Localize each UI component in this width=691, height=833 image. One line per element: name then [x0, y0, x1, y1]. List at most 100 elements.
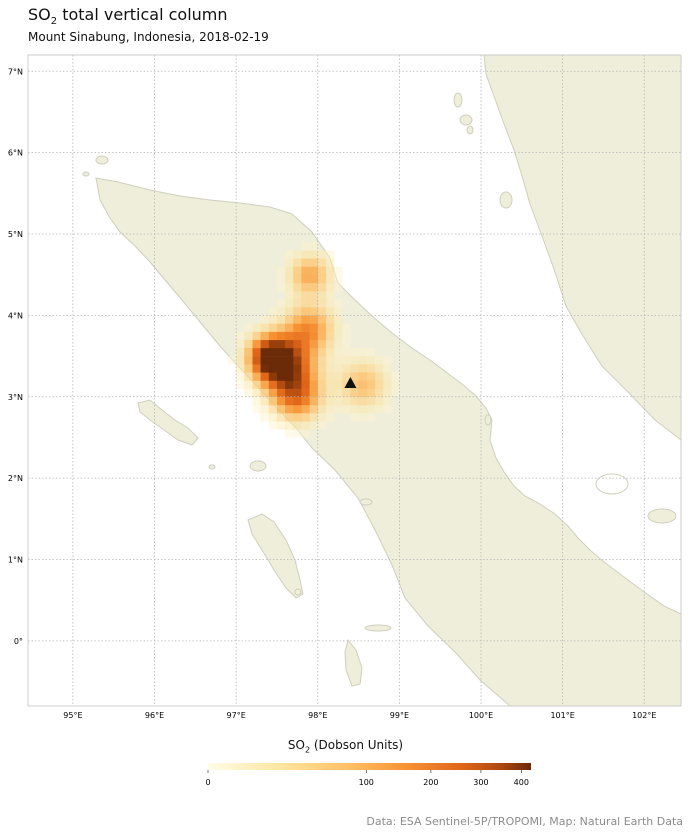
so2-cell — [325, 356, 335, 365]
so2-cell — [293, 429, 302, 438]
so2-cell — [309, 315, 319, 324]
so2-cell — [260, 364, 270, 373]
so2-cell — [366, 404, 376, 414]
colorbar-ticks: 0 100 200 300 400 — [205, 770, 529, 787]
so2-cell — [317, 315, 327, 324]
colorbar — [208, 763, 531, 770]
so2-cell — [301, 413, 310, 422]
so2-cell — [277, 388, 286, 397]
so2-cell — [260, 339, 270, 349]
so2-cell — [350, 404, 359, 414]
so2-cell — [325, 388, 335, 397]
so2-cell — [285, 421, 294, 430]
so2-cell — [325, 299, 335, 308]
so2-cell — [317, 266, 327, 275]
so2-cell — [309, 347, 319, 357]
so2-cell — [334, 380, 343, 389]
lon-tick-label: 96°E — [145, 711, 164, 720]
malay-peninsula — [483, 55, 681, 441]
so2-cell — [358, 364, 368, 373]
so2-cell — [260, 347, 270, 357]
so2-cell — [317, 372, 327, 381]
so2-cell — [293, 282, 302, 292]
so2-cell — [277, 274, 286, 284]
so2-cell — [358, 347, 368, 357]
so2-cell — [285, 356, 294, 365]
so2-cell — [268, 404, 278, 414]
so2-cell — [309, 372, 319, 381]
so2-cell — [268, 323, 278, 332]
so2-cell — [301, 307, 310, 316]
so2-cell — [317, 388, 327, 397]
lat-tick-label: 0° — [14, 637, 23, 646]
so2-cell — [374, 388, 384, 397]
so2-cell — [285, 250, 294, 259]
so2-cell — [252, 372, 261, 381]
so2-cell — [334, 299, 343, 308]
so2-cell — [252, 331, 261, 341]
data-credit: Data: ESA Sentinel-5P/TROPOMI, Map: Natu… — [366, 815, 683, 828]
so2-cell — [277, 413, 286, 422]
so2-cell — [301, 266, 310, 275]
so2-cell — [236, 356, 245, 365]
island — [344, 638, 363, 687]
so2-cell — [342, 388, 351, 397]
so2-cell — [334, 388, 343, 397]
so2-cell — [317, 356, 327, 365]
so2-cell — [268, 413, 278, 422]
so2-cell — [277, 356, 286, 365]
so2-cell — [293, 380, 302, 389]
colorbar-tick-label: 300 — [473, 778, 488, 787]
so2-cell — [293, 291, 302, 300]
so2-cell — [277, 372, 286, 381]
so2-cell — [325, 364, 335, 373]
so2-cell — [285, 364, 294, 373]
so2-cell — [236, 380, 245, 389]
so2-cell — [325, 380, 335, 389]
so2-cell — [268, 356, 278, 365]
so2-cell — [317, 291, 327, 300]
so2-cell — [309, 388, 319, 397]
island — [208, 464, 216, 470]
so2-cell — [244, 364, 253, 373]
so2-cell — [383, 372, 392, 381]
so2-cell — [277, 331, 286, 341]
so2-cell — [277, 339, 286, 349]
so2-cell — [293, 315, 302, 324]
so2-cell — [325, 266, 335, 275]
so2-cell — [277, 404, 286, 414]
so2-cell — [309, 323, 319, 332]
so2-cell — [301, 404, 310, 414]
so2-cell — [366, 380, 376, 389]
so2-cell — [301, 339, 310, 349]
island — [95, 155, 109, 165]
so2-cell — [252, 380, 261, 389]
lat-tick-label: 1°N — [8, 556, 23, 565]
so2-cell — [391, 372, 400, 381]
island — [499, 191, 513, 209]
so2-cell — [285, 339, 294, 349]
so2-cell — [285, 266, 294, 275]
lon-tick-label: 95°E — [63, 711, 82, 720]
so2-cell — [285, 331, 294, 341]
so2-cell — [325, 307, 335, 316]
so2-cell — [268, 339, 278, 349]
so2-cell — [317, 380, 327, 389]
so2-cell — [309, 266, 319, 275]
so2-cell — [260, 315, 270, 324]
so2-cell — [334, 339, 343, 349]
so2-cell — [301, 291, 310, 300]
colorbar-tick-label: 100 — [359, 778, 374, 787]
island — [595, 473, 629, 495]
so2-cell — [391, 388, 400, 397]
so2-cell — [252, 356, 261, 365]
so2-cell — [342, 404, 351, 414]
so2-cell — [260, 331, 270, 341]
so2-cell — [301, 429, 310, 438]
so2-cell — [350, 364, 359, 373]
so2-cell — [268, 372, 278, 381]
so2-cell — [309, 364, 319, 373]
so2-cell — [277, 315, 286, 324]
so2-cell — [334, 266, 343, 275]
so2-cell — [293, 266, 302, 275]
